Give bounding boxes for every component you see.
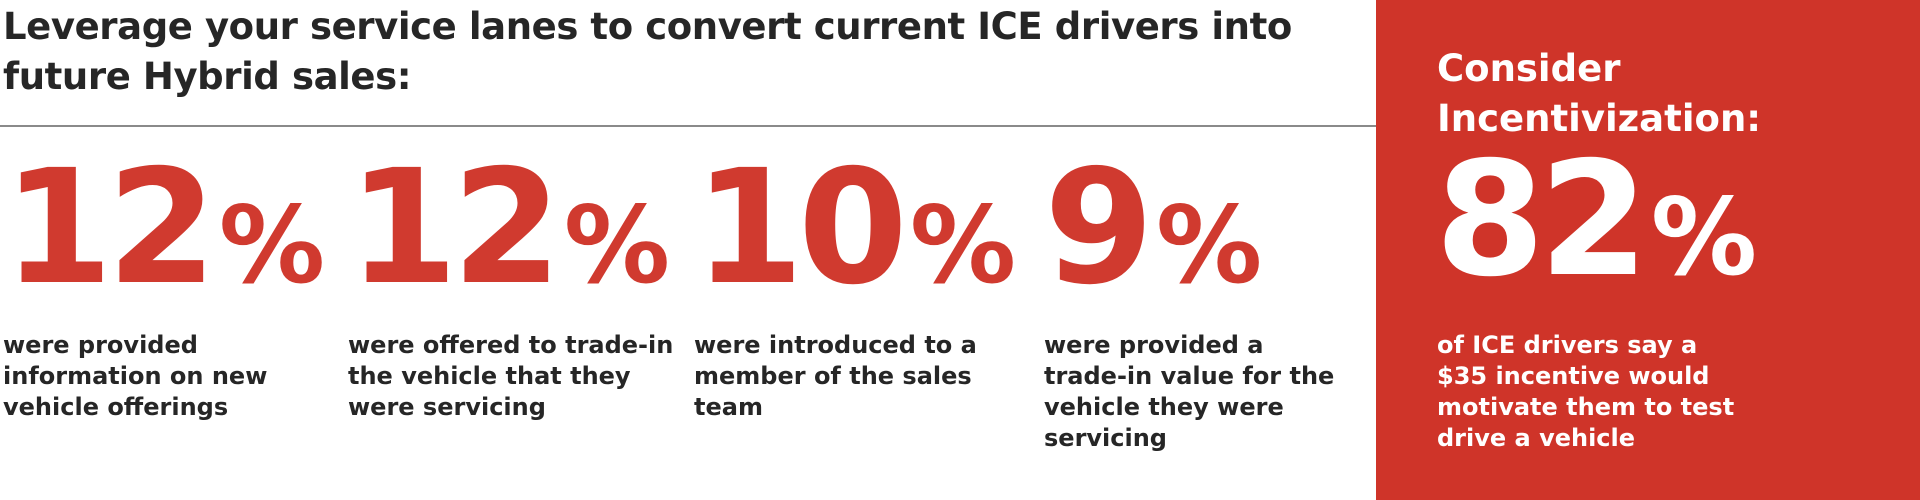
stat-value: 12 % <box>348 136 678 320</box>
panel-stat-number: 82 <box>1435 128 1649 312</box>
stat-value: 10 % <box>694 136 1024 320</box>
stat-description: were provided information on new vehicle… <box>3 331 268 421</box>
stat-percent-sign: % <box>218 184 326 307</box>
stat-percent-sign: % <box>563 184 671 307</box>
stat-value: 12 % <box>3 136 333 320</box>
stat-value: 9 % <box>1044 136 1374 320</box>
incentive-panel: Consider Incentivization: 82 % of ICE dr… <box>1376 0 1920 500</box>
stat-number: 12 <box>348 136 562 320</box>
stat-introduced-sales-team: 10 % were introduced to a member of the … <box>694 136 1024 423</box>
stat-percent-sign: % <box>909 184 1017 307</box>
divider-rule <box>0 125 1376 127</box>
stat-info-new-vehicles: 12 % were provided information on new ve… <box>3 136 333 423</box>
panel-stat-value: 82 % <box>1435 128 1758 312</box>
stat-trade-in-value: 9 % were provided a trade-in value for t… <box>1044 136 1374 454</box>
stat-offered-trade-in: 12 % were offered to trade-in the vehicl… <box>348 136 678 423</box>
stat-number: 10 <box>694 136 908 320</box>
panel-title: Consider Incentivization: <box>1437 47 1762 140</box>
stat-description: were provided a trade-in value for the v… <box>1044 331 1335 452</box>
stat-description: were introduced to a member of the sales… <box>694 331 977 421</box>
headline: Leverage your service lanes to convert c… <box>3 5 1292 98</box>
stat-number: 12 <box>3 136 217 320</box>
panel-stat-percent-sign: % <box>1650 176 1758 299</box>
stat-number: 9 <box>1044 136 1154 320</box>
stat-percent-sign: % <box>1155 184 1263 307</box>
panel-description: of ICE drivers say a $35 incentive would… <box>1437 331 1735 452</box>
stat-description: were offered to trade-in the vehicle tha… <box>348 331 674 421</box>
